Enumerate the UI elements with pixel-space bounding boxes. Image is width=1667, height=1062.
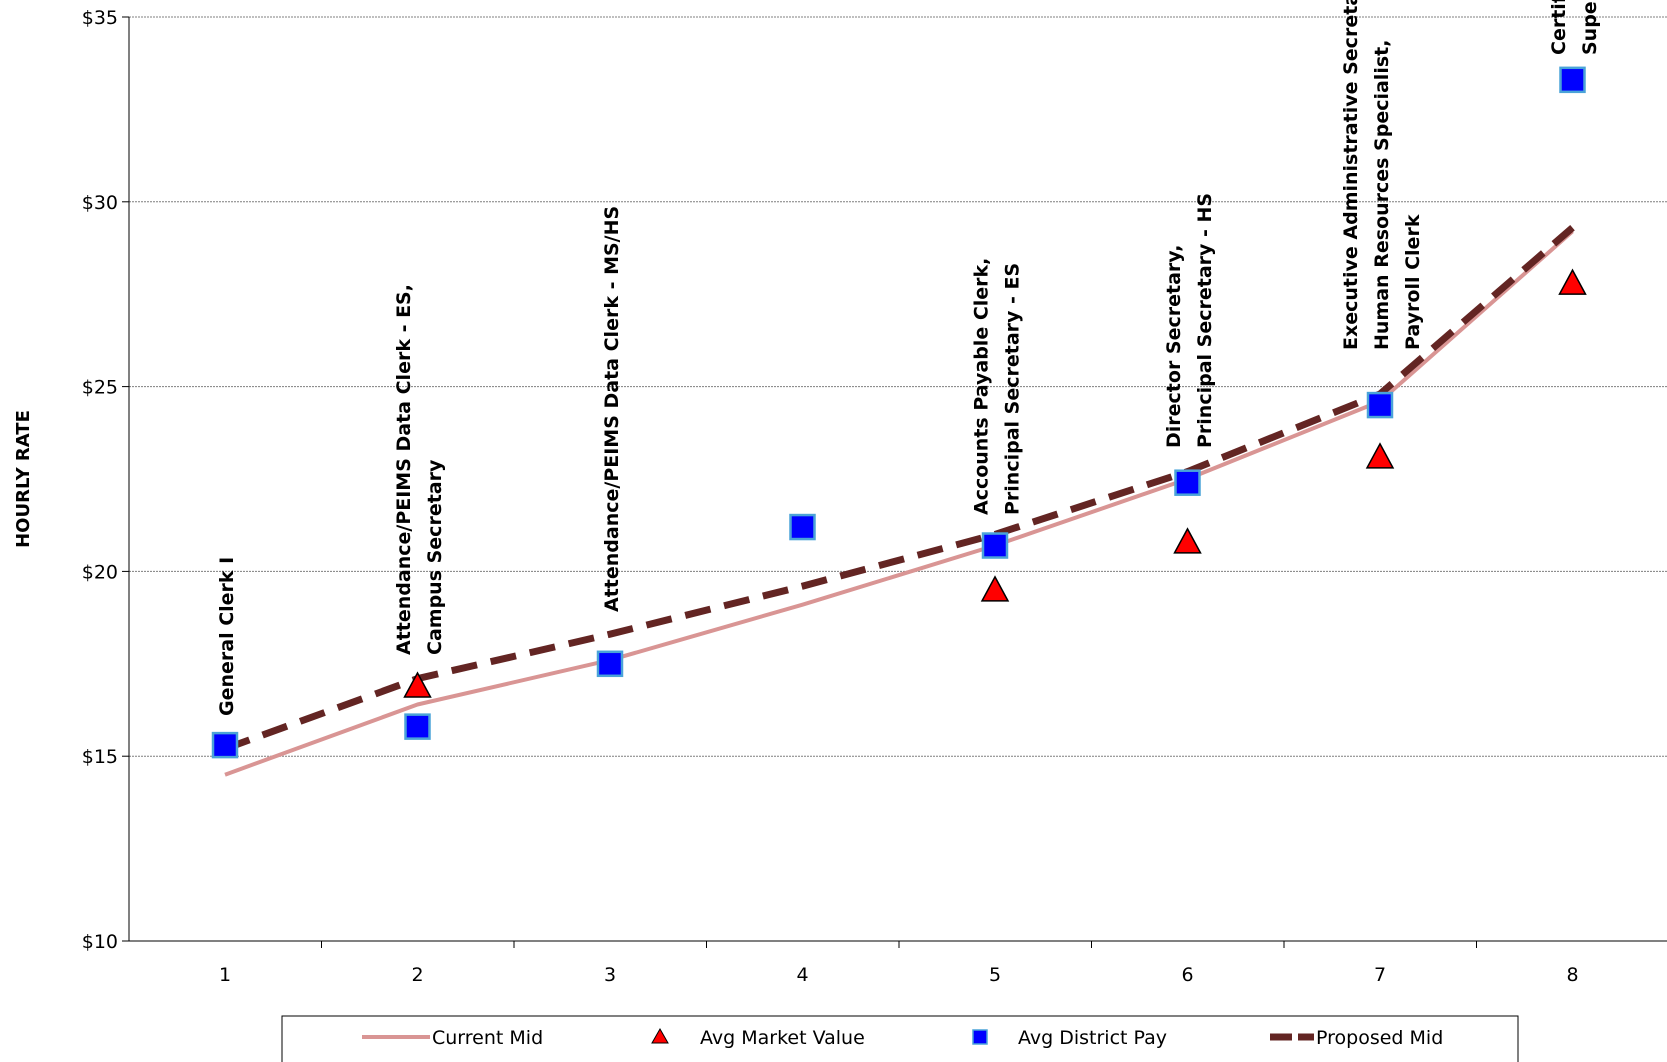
district-pay-marker bbox=[596, 650, 624, 678]
series-lines bbox=[223, 225, 1575, 777]
district-pay-marker bbox=[1174, 469, 1201, 496]
y-tick-label: $35 bbox=[82, 7, 118, 29]
category-annotation-line: Payroll Clerk bbox=[1402, 214, 1424, 350]
x-tick-label: 7 bbox=[1374, 964, 1386, 986]
legend-label: Proposed Mid bbox=[1316, 1027, 1443, 1049]
category-annotation-line: Accounts Payable Clerk, bbox=[971, 258, 993, 515]
axes bbox=[128, 17, 1667, 942]
market-value-marker bbox=[980, 575, 1010, 602]
market-value-marker bbox=[1365, 442, 1395, 469]
category-annotation-line: Supervisor bbox=[1579, 0, 1601, 55]
category-annotation-line: General Clerk I bbox=[216, 557, 238, 716]
x-tick-label: 3 bbox=[604, 964, 616, 986]
district-pay-marker bbox=[789, 513, 816, 541]
grid-lines bbox=[129, 16, 1667, 757]
x-tick-label: 4 bbox=[796, 964, 808, 986]
category-annotation-line: Human Resources Specialist, bbox=[1371, 40, 1393, 350]
x-axis-ticks: 1 2 3 4 5 6 7 8 bbox=[219, 941, 1579, 986]
legend-swatch-district-pay bbox=[972, 1029, 988, 1045]
x-tick-label: 1 bbox=[219, 964, 231, 986]
district-pay-marker bbox=[1366, 391, 1394, 419]
category-annotation-line: Principal Secretary - HS bbox=[1194, 193, 1216, 448]
y-axis-title: HOURLY RATE bbox=[13, 410, 34, 548]
x-tick-label: 6 bbox=[1181, 964, 1193, 986]
district-pay-marker bbox=[211, 731, 239, 759]
legend: Current Mid Avg Market Value Avg District … bbox=[281, 1015, 1519, 1062]
district-pay-marker bbox=[981, 532, 1009, 559]
y-tick-label: $30 bbox=[82, 192, 118, 214]
category-annotations: General Clerk I Attendance/PEIMS Data Cle… bbox=[216, 0, 1601, 716]
market-value-marker bbox=[1173, 527, 1202, 554]
category-annotation-line: Campus Secretary bbox=[424, 459, 446, 655]
category-annotation-line: Principal Secretary - ES bbox=[1002, 263, 1024, 515]
y-axis-ticks: $10 $15 $20 $25 $30 $35 bbox=[82, 7, 129, 953]
district-pay-marker bbox=[404, 713, 431, 740]
y-tick-label: $20 bbox=[82, 561, 118, 583]
legend-label: Avg Market Value bbox=[700, 1027, 865, 1049]
series-line-proposed-mid bbox=[223, 225, 1575, 753]
legend-label: Current Mid bbox=[432, 1027, 543, 1049]
category-annotation-line: Executive Administrative Secretary, bbox=[1340, 0, 1362, 350]
category-annotation-line: Director Secretary, bbox=[1163, 245, 1185, 448]
x-tick-label: 2 bbox=[411, 964, 423, 986]
series-line-current-mid bbox=[224, 229, 1574, 777]
district-pay-marker bbox=[1559, 66, 1586, 94]
y-tick-label: $25 bbox=[82, 377, 118, 399]
legend-swatch-market-value bbox=[651, 1027, 669, 1044]
x-tick-label: 5 bbox=[989, 964, 1001, 986]
category-annotation-line: Attendance/PEIMS Data Clerk - MS/HS bbox=[601, 206, 623, 612]
y-tick-label: $10 bbox=[82, 931, 118, 953]
y-tick-label: $15 bbox=[82, 746, 118, 768]
legend-label: Avg District Pay bbox=[1018, 1027, 1167, 1049]
category-annotation-line: Certified Payroll Specialist, bbox=[1548, 0, 1570, 55]
market-value-marker bbox=[403, 671, 432, 698]
category-annotation-line: Attendance/PEIMS Data Clerk - ES, bbox=[393, 284, 415, 655]
x-tick-label: 8 bbox=[1566, 964, 1578, 986]
market-value-marker bbox=[1558, 268, 1587, 295]
series-markers bbox=[211, 66, 1587, 759]
